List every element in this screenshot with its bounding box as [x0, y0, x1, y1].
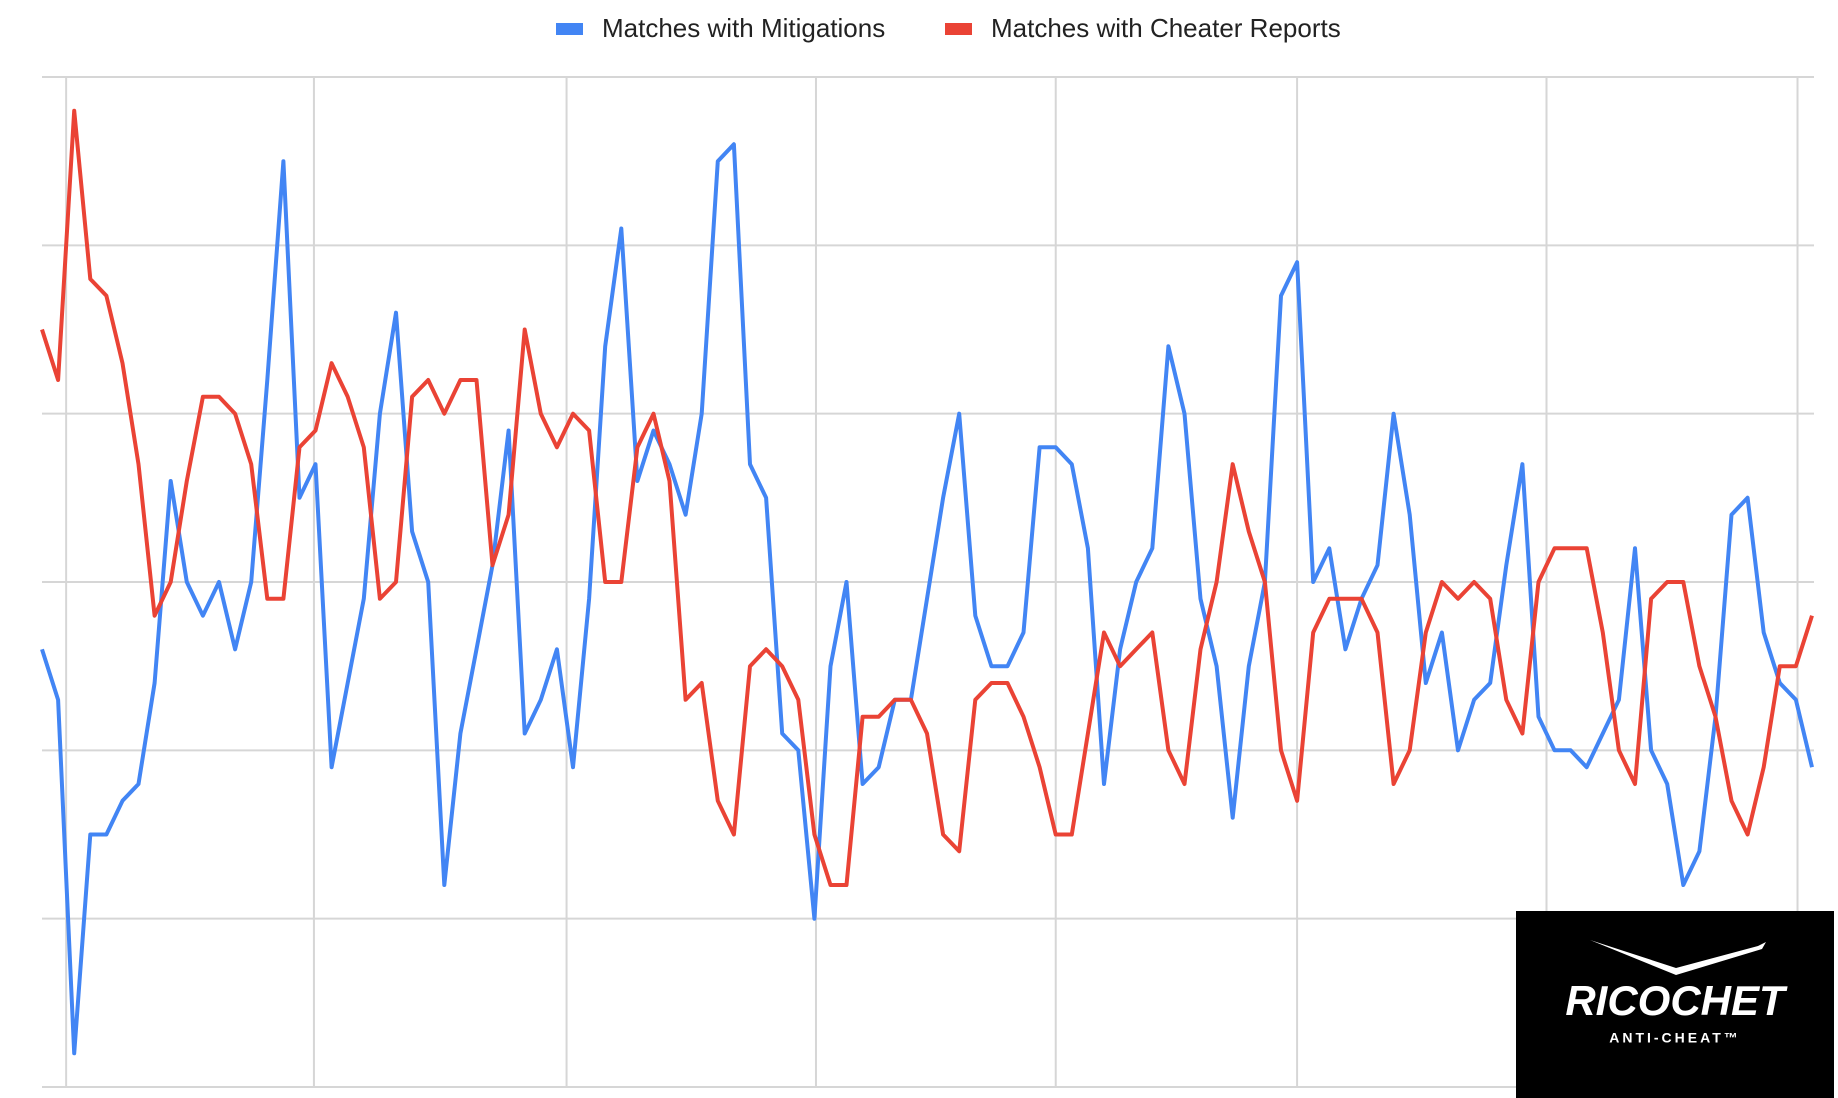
logo: RICOCHET ANTI-CHEAT™ — [1516, 911, 1834, 1098]
legend-label: Matches with Cheater Reports — [991, 13, 1341, 43]
series-line — [40, 142, 1814, 1056]
legend-label: Matches with Mitigations — [602, 13, 885, 43]
logo-tagline: ANTI-CHEAT™ — [1609, 1030, 1741, 1046]
plot — [40, 108, 1814, 1056]
legend-swatch — [945, 23, 972, 35]
logo-box — [1516, 911, 1834, 1098]
logo-name: RICOCHET — [1565, 977, 1788, 1024]
legend-swatch — [556, 23, 583, 35]
logo-mark — [1590, 940, 1766, 975]
series-line — [40, 108, 1814, 887]
legend: Matches with Mitigations Matches with Che… — [556, 13, 1341, 43]
